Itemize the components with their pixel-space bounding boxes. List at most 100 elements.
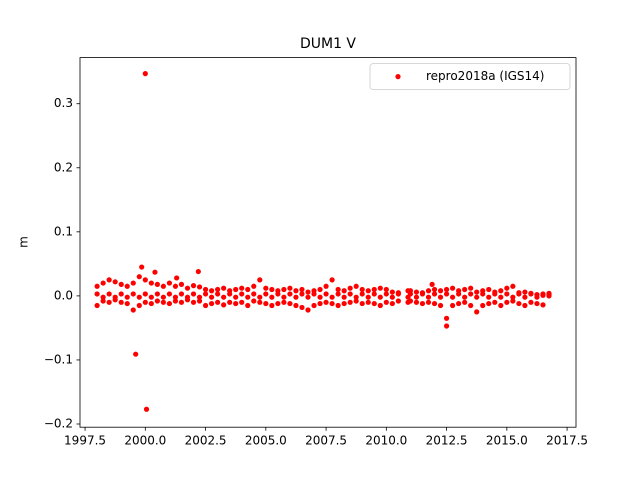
data-point [395,291,401,297]
data-point [443,315,450,321]
data-point [94,283,100,289]
data-point [474,289,480,295]
x-tick-label: 2015.0 [486,434,528,448]
x-tick-label: 2017.5 [546,434,588,448]
data-point [202,286,209,293]
data-point [239,299,245,305]
data-point [498,302,504,309]
data-point [136,274,142,280]
data-point [305,294,311,300]
data-point [142,71,148,77]
data-point [413,294,420,300]
data-point [299,291,305,297]
data-point [136,294,142,300]
y-tick-label: 0.0 [54,288,73,302]
data-point [227,299,233,305]
data-point [425,288,432,294]
data-point [486,286,492,293]
data-point [522,294,528,300]
data-point [365,288,371,294]
data-point [522,289,528,295]
data-point [263,300,269,307]
data-point [215,291,221,297]
data-point [287,285,293,291]
data-point [130,307,136,313]
data-point [142,299,148,305]
data-point [100,294,106,300]
data-point [112,297,118,303]
data-point [323,291,329,297]
data-point [184,285,191,291]
data-point [275,291,281,297]
data-point [106,277,112,283]
data-point [425,294,432,300]
data-point [443,323,450,329]
data-point [172,283,179,289]
data-point [528,299,534,305]
data-point [196,298,203,304]
data-point [160,294,166,300]
data-point [498,288,504,294]
data-point [516,291,522,297]
legend: repro2018a (IGS14) [369,63,571,90]
data-point [233,286,239,293]
data-point [429,281,435,287]
data-point [154,298,160,304]
data-point [468,291,474,297]
data-point [323,283,329,289]
data-point [534,300,540,307]
data-point [136,302,142,309]
data-point [178,299,185,305]
data-point [456,300,462,307]
data-point [299,304,305,311]
data-point [413,289,420,295]
data-point [245,286,251,293]
data-point [130,280,136,286]
data-point [329,277,335,283]
data-point [215,299,221,305]
data-point [202,302,209,309]
data-point [389,294,395,300]
data-point [124,283,130,289]
data-point [528,291,534,297]
data-point [275,300,281,307]
data-point [510,283,516,289]
data-point [359,300,365,307]
data-point [178,291,185,297]
data-point [148,300,154,307]
data-point [486,300,492,307]
data-point [431,300,438,307]
data-point [347,285,353,291]
data-point [94,291,100,297]
data-point [437,288,444,294]
data-point [281,294,287,300]
data-point [425,299,432,305]
data-point [335,291,341,297]
data-point [148,280,154,286]
data-point [154,281,160,287]
data-point [143,406,150,412]
data-point [480,291,486,297]
y-tick-label: 0.1 [54,224,73,238]
data-point [377,302,383,309]
data-point [353,283,359,289]
x-tick-label: 2005.0 [245,434,287,448]
x-tick-label: 2000.0 [124,434,166,448]
data-point [504,285,510,291]
data-point [299,286,305,293]
data-point [190,299,197,305]
data-point [329,300,335,307]
data-point [152,269,158,275]
data-point [142,291,148,297]
data-point [239,285,245,291]
data-point [160,299,166,305]
data-point [263,291,269,297]
data-point [437,302,444,309]
chart-title: DUM1 V [300,36,356,52]
data-point [281,299,287,305]
data-point [293,294,299,300]
data-point [516,300,522,307]
data-point [468,302,474,309]
data-point [311,302,317,309]
data-point [178,281,185,287]
